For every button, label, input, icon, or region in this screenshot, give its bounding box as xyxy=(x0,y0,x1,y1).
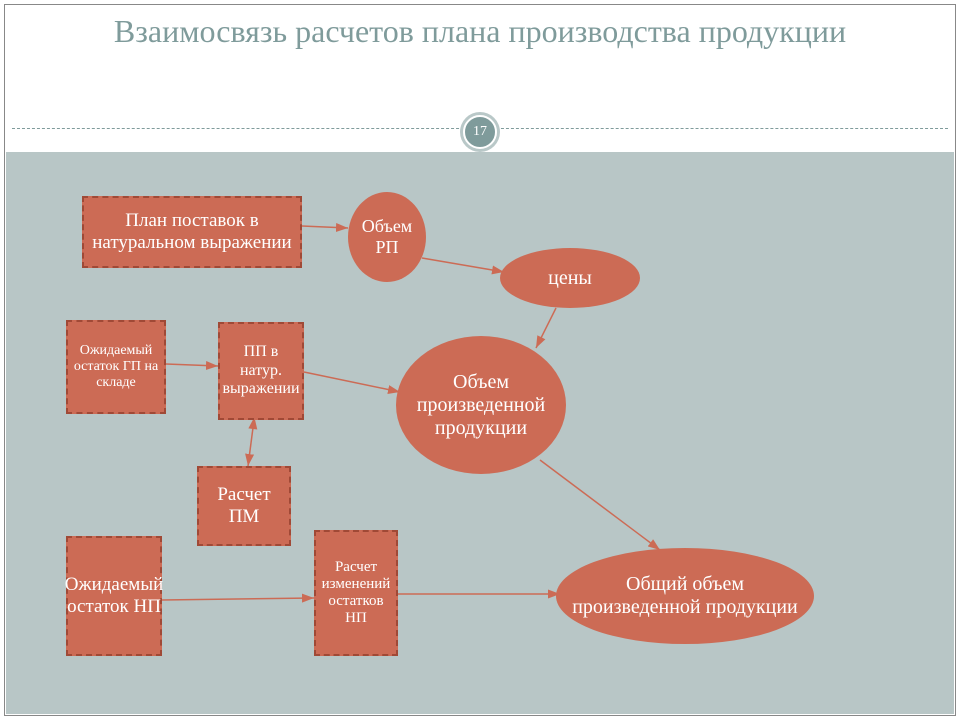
slide-title: Взаимосвязь расчетов плана производства … xyxy=(0,12,960,50)
node-plan_postavok: План поставок в натуральном выражении xyxy=(82,196,302,268)
node-raschet_pm: Расчет ПМ xyxy=(197,466,291,546)
page-badge: 17 xyxy=(460,112,500,152)
node-ozhid_ostatok_gp: Ожидаемый остаток ГП на складе xyxy=(66,320,166,414)
node-ceny: цены xyxy=(500,248,640,308)
node-ozhid_ostatok_np: Ожидаемый остаток НП xyxy=(66,536,162,656)
node-obem_rp: Объем РП xyxy=(348,192,426,282)
page-number: 17 xyxy=(463,115,497,149)
node-raschet_izm_np: Расчет изменений остатков НП xyxy=(314,530,398,656)
node-pp_natur: ПП в натур. выражении xyxy=(218,322,304,420)
node-obshiy_obem: Общий объем произведенной продукции xyxy=(556,548,814,644)
node-obem_proizv: Объем произведенной продукции xyxy=(396,336,566,474)
